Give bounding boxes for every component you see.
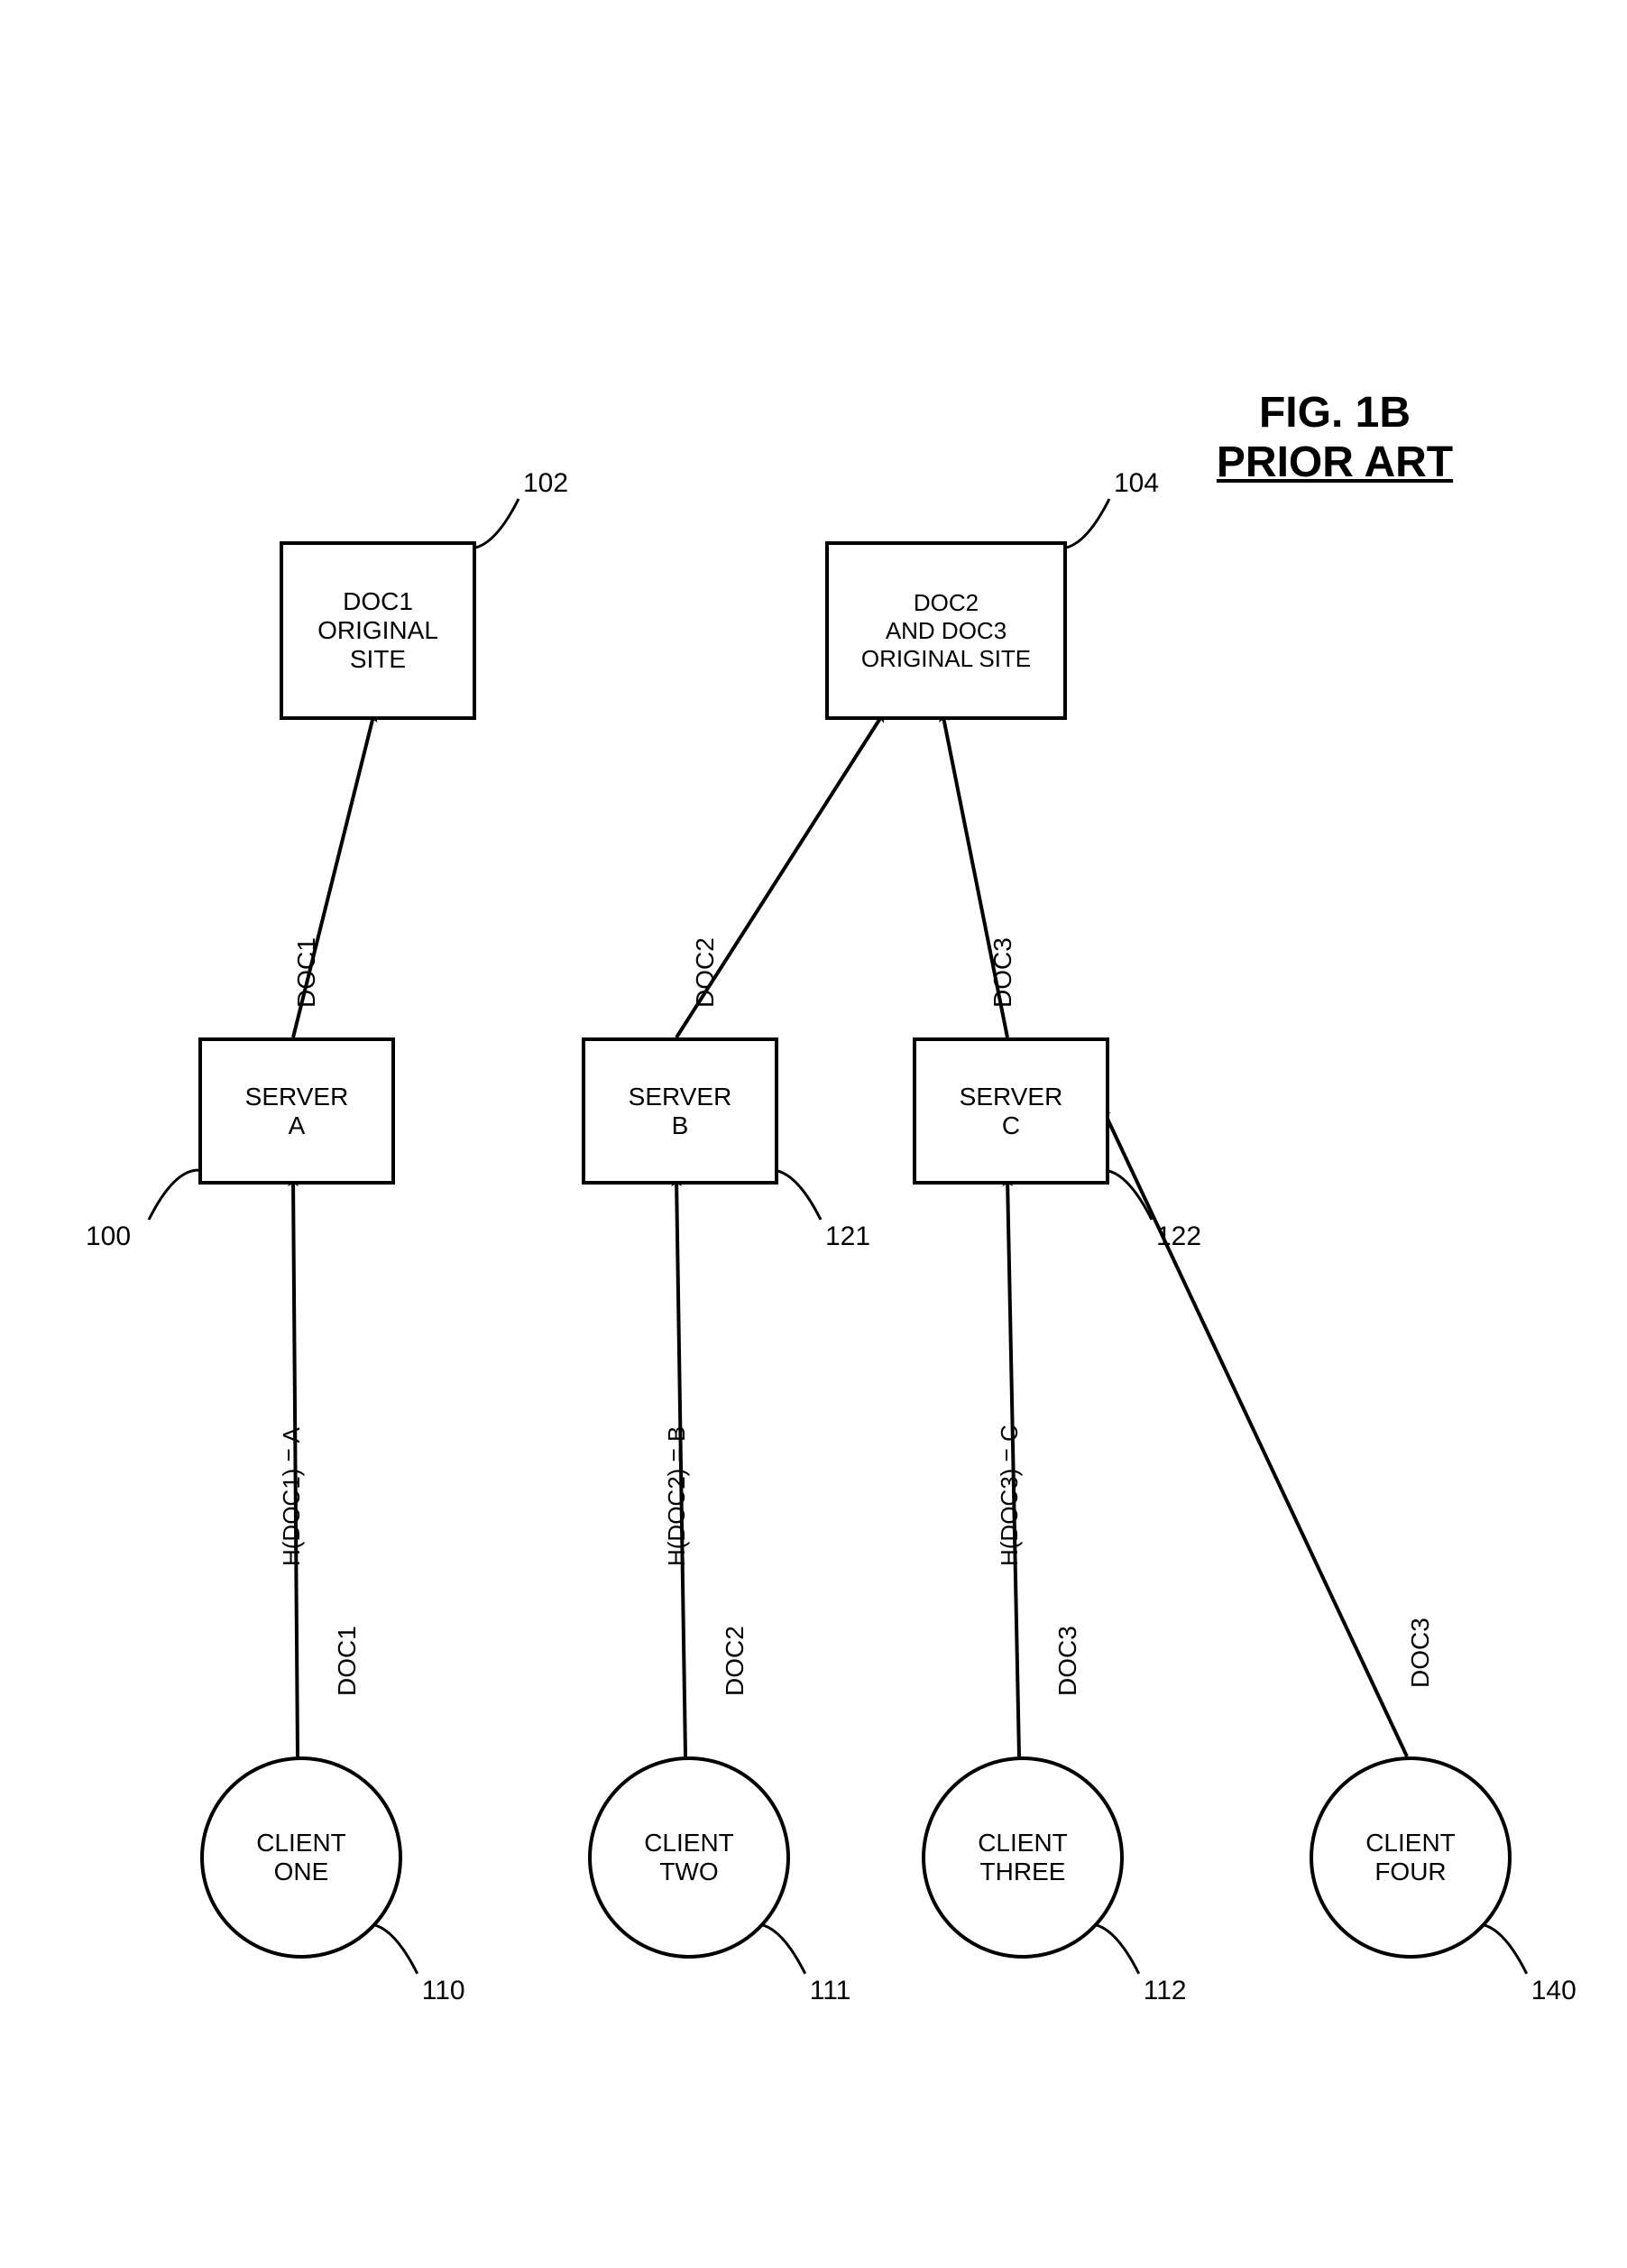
edge-label-4: DOC2 [721, 1626, 749, 1696]
figure-title-line2: PRIOR ART [1154, 438, 1515, 487]
client4-label: CLIENT FOUR [1365, 1829, 1456, 1886]
figure-title: FIG. 1B PRIOR ART [1154, 388, 1515, 487]
client1-ref-number: 110 [422, 1976, 465, 2006]
client2-ref-number: 111 [810, 1976, 851, 2006]
edge-hash-label-3: H(DOC1) = A [278, 1427, 306, 1566]
serverC-label: SERVER C [960, 1083, 1063, 1140]
serverB-box: SERVER B [582, 1037, 778, 1185]
client1-circle: CLIENT ONE [200, 1756, 402, 1959]
edge-label-1: DOC2 [691, 937, 720, 1008]
edge-label-2: DOC3 [988, 937, 1017, 1008]
client1-label: CLIENT ONE [256, 1829, 346, 1886]
client4-ref-number: 140 [1531, 1976, 1576, 2006]
serverC-box: SERVER C [913, 1037, 1109, 1185]
edge-label-3: DOC1 [333, 1626, 362, 1696]
client2-label: CLIENT TWO [644, 1829, 734, 1886]
serverA-label: SERVER A [245, 1083, 349, 1140]
client3-label: CLIENT THREE [978, 1829, 1068, 1886]
serverA-box: SERVER A [198, 1037, 395, 1185]
edge-hash-label-4: H(DOC2) = B [663, 1426, 691, 1566]
edge-label-6: DOC3 [1406, 1618, 1435, 1688]
edge-hash-label-5: H(DOC3) = C [996, 1424, 1024, 1566]
edge-label-0: DOC1 [292, 937, 321, 1008]
site1-box: DOC1 ORIGINAL SITE [280, 541, 476, 720]
site1-label: DOC1 ORIGINAL SITE [317, 587, 438, 674]
site1-ref-number: 102 [523, 468, 568, 499]
serverB-ref-number: 121 [825, 1222, 870, 1252]
serverC-ref-number: 122 [1156, 1222, 1201, 1252]
client2-circle: CLIENT TWO [588, 1756, 790, 1959]
site2-label: DOC2 AND DOC3 ORIGINAL SITE [861, 589, 1031, 673]
edge-label-5: DOC3 [1053, 1626, 1082, 1696]
site2-box: DOC2 AND DOC3 ORIGINAL SITE [825, 541, 1067, 720]
site2-ref-number: 104 [1114, 468, 1159, 499]
client4-circle: CLIENT FOUR [1310, 1756, 1512, 1959]
client3-circle: CLIENT THREE [922, 1756, 1124, 1959]
serverA-ref-number: 100 [86, 1222, 131, 1252]
serverB-label: SERVER B [629, 1083, 732, 1140]
figure-title-line1: FIG. 1B [1154, 388, 1515, 438]
client3-ref-number: 112 [1144, 1976, 1187, 2006]
